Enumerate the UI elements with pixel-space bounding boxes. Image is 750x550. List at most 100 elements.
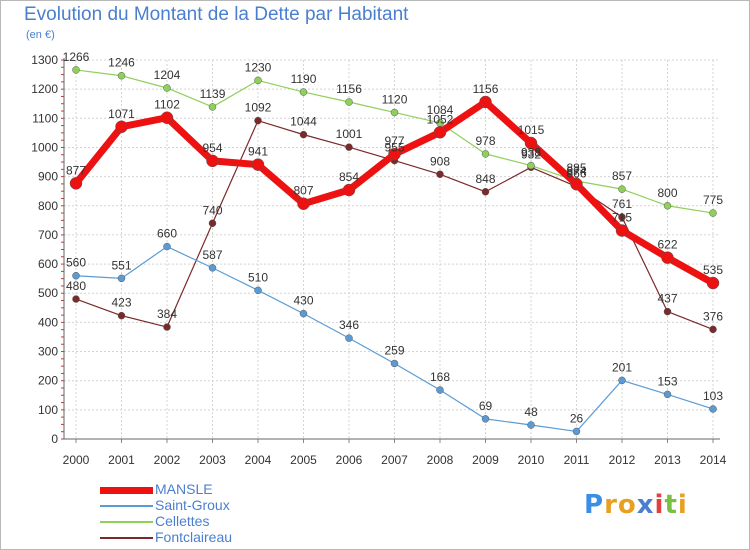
- data-point-saint-groux: [527, 421, 535, 429]
- data-point-saint-groux: [299, 309, 308, 318]
- data-label-mansle: 622: [657, 238, 677, 252]
- logo-letter: r: [604, 490, 618, 520]
- data-label-fontclaireau: 908: [430, 154, 450, 168]
- data-label-fontclaireau: 848: [475, 172, 495, 186]
- data-label-mansle: 535: [703, 263, 723, 277]
- x-tick-label: 2006: [336, 453, 363, 467]
- data-label-saint-groux: 587: [202, 248, 222, 262]
- y-tick-label: 200: [38, 374, 58, 388]
- data-point-fontclaireau: [481, 188, 490, 196]
- data-label-mansle: 977: [384, 134, 404, 148]
- legend-label: MANSLE: [155, 481, 213, 497]
- x-tick-label: 2007: [381, 453, 408, 467]
- legend-swatch: [100, 521, 153, 523]
- unit-label: (en €): [26, 29, 55, 41]
- data-label-mansle: 807: [293, 184, 313, 198]
- data-point-mansle: [706, 276, 720, 290]
- data-point-mansle: [388, 147, 401, 161]
- legend-label: Cellettes: [155, 513, 210, 529]
- data-point-mansle: [251, 158, 265, 171]
- logo-letter: t: [664, 490, 678, 520]
- data-point-cellettes: [527, 161, 535, 170]
- data-label-cellettes: 1204: [154, 68, 181, 82]
- data-point-fontclaireau: [618, 213, 626, 221]
- data-label-mansle: 941: [248, 145, 268, 159]
- data-label-saint-groux: 26: [570, 411, 584, 425]
- data-label-mansle: 1156: [473, 82, 499, 96]
- y-tick-label: 1000: [31, 140, 58, 154]
- data-point-fontclaireau: [72, 295, 80, 303]
- data-label-cellettes: 978: [475, 134, 495, 148]
- x-tick-label: 2010: [518, 453, 545, 467]
- y-tick-label: 1200: [31, 82, 58, 96]
- data-point-cellettes: [481, 150, 490, 158]
- data-point-fontclaireau: [709, 325, 717, 334]
- data-label-fontclaireau: 1092: [245, 101, 272, 115]
- data-point-mansle: [570, 177, 583, 191]
- x-tick-label: 2005: [290, 453, 317, 467]
- data-point-mansle: [160, 111, 174, 124]
- x-tick-label: 2002: [154, 453, 181, 467]
- data-point-cellettes: [72, 66, 80, 74]
- data-label-mansle: 854: [339, 170, 359, 184]
- data-point-saint-groux: [436, 386, 444, 394]
- logo-letter: x: [636, 490, 655, 520]
- data-label-saint-groux: 103: [703, 389, 723, 403]
- x-tick-label: 2004: [245, 453, 272, 467]
- data-label-cellettes: 800: [657, 186, 677, 200]
- data-label-cellettes: 1084: [427, 103, 454, 117]
- data-label-cellettes: 1139: [200, 87, 226, 101]
- data-point-cellettes: [663, 202, 672, 210]
- legend-label: Saint-Groux: [155, 497, 230, 513]
- y-tick-label: 1100: [32, 111, 58, 125]
- data-label-fontclaireau: 761: [612, 197, 632, 211]
- logo-letter: P: [584, 490, 605, 520]
- y-tick-label: 800: [38, 199, 58, 213]
- legend-swatch: [100, 505, 153, 507]
- data-point-saint-groux: [572, 427, 581, 436]
- data-label-cellettes: 1266: [63, 50, 90, 64]
- data-point-fontclaireau: [117, 311, 126, 320]
- data-label-fontclaireau: 1044: [290, 115, 317, 129]
- data-point-cellettes: [254, 76, 262, 85]
- data-label-saint-groux: 510: [248, 270, 268, 284]
- data-label-saint-groux: 201: [612, 360, 632, 374]
- y-tick-label: 100: [38, 403, 58, 417]
- data-point-fontclaireau: [663, 307, 672, 316]
- data-point-fontclaireau: [345, 143, 353, 151]
- data-point-mansle: [297, 197, 310, 210]
- data-label-fontclaireau: 480: [66, 279, 86, 293]
- x-tick-label: 2014: [700, 453, 727, 467]
- logo-letter: i: [677, 490, 688, 520]
- data-label-saint-groux: 153: [657, 374, 677, 388]
- data-label-saint-groux: 346: [339, 318, 359, 332]
- data-label-cellettes: 1230: [245, 60, 272, 74]
- data-label-fontclaireau: 955: [384, 141, 404, 155]
- data-point-mansle: [479, 95, 492, 109]
- data-label-fontclaireau: 740: [202, 203, 222, 217]
- data-label-fontclaireau: 1001: [336, 127, 363, 141]
- y-tick-label: 700: [38, 228, 58, 242]
- y-tick-label: 500: [38, 286, 58, 300]
- x-tick-label: 2000: [63, 453, 90, 467]
- data-point-saint-groux: [72, 271, 80, 280]
- data-point-mansle: [615, 224, 629, 237]
- data-label-cellettes: 1120: [382, 92, 408, 106]
- data-label-saint-groux: 259: [384, 343, 404, 357]
- data-point-mansle: [433, 126, 447, 139]
- x-tick-label: 2012: [609, 453, 636, 467]
- data-point-mansle: [661, 251, 674, 264]
- legend-swatch: [100, 537, 153, 539]
- data-label-mansle: 1071: [108, 107, 135, 121]
- data-point-fontclaireau: [163, 323, 171, 331]
- data-label-cellettes: 885: [566, 161, 586, 175]
- x-tick-label: 2003: [199, 453, 226, 467]
- data-label-mansle: 715: [612, 211, 632, 225]
- data-label-fontclaireau: 376: [703, 309, 723, 323]
- data-point-saint-groux: [163, 242, 171, 251]
- data-point-saint-groux: [618, 376, 626, 385]
- data-label-saint-groux: 48: [524, 405, 538, 419]
- data-label-mansle: 874: [566, 164, 586, 178]
- data-label-saint-groux: 551: [111, 258, 131, 272]
- data-label-saint-groux: 660: [157, 227, 177, 241]
